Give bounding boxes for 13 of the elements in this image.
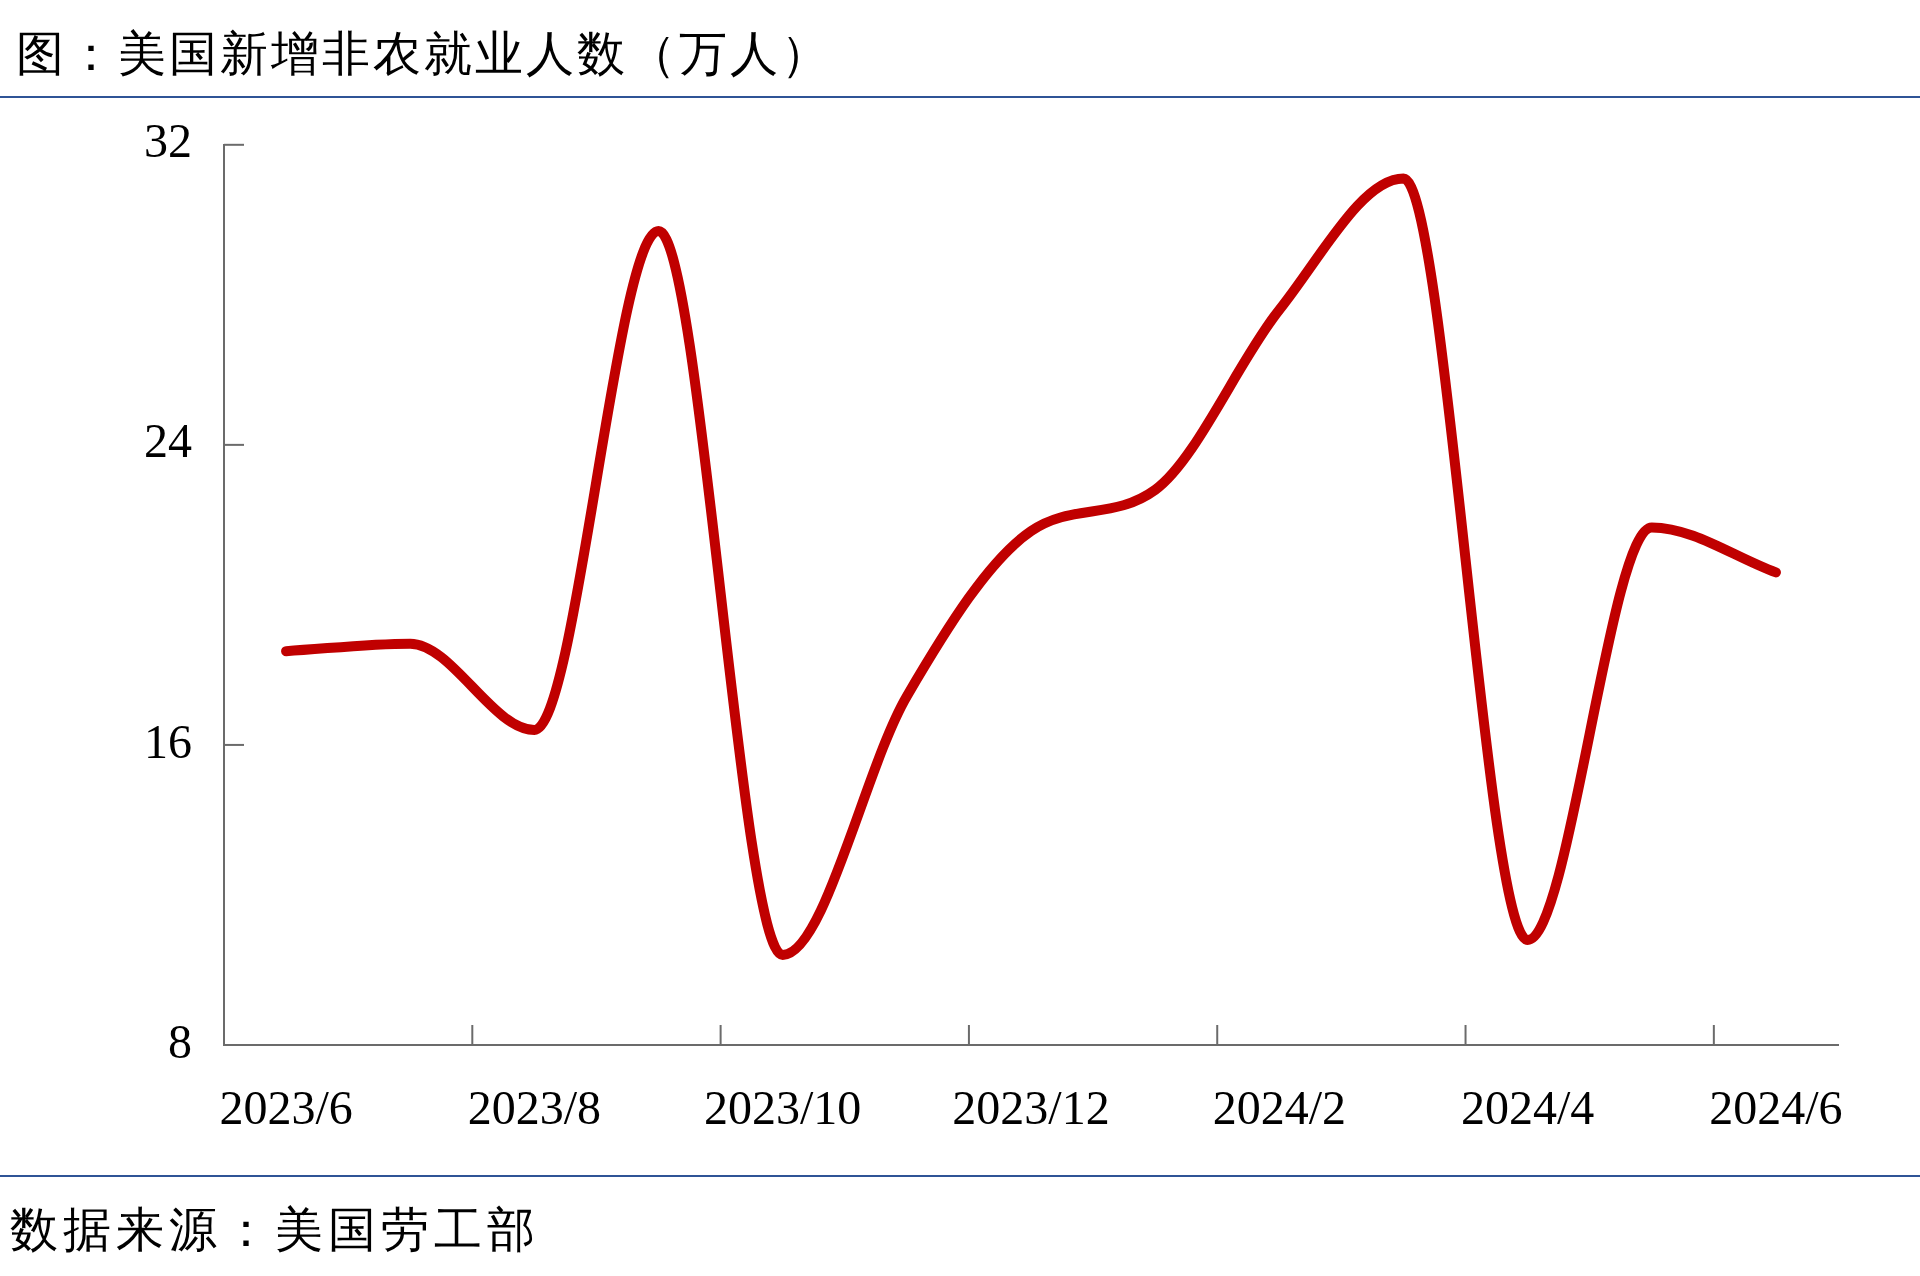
x-tick-label: 2023/10 (704, 1081, 862, 1135)
y-tick-label: 16 (144, 714, 192, 768)
x-tick-label: 2024/4 (1460, 1081, 1595, 1135)
chart-title: 图：美国新增非农就业人数（万人） (16, 26, 832, 82)
y-tick-label: 24 (144, 414, 192, 468)
x-tick-label: 2024/6 (1709, 1081, 1843, 1135)
x-tick-label: 2023/8 (467, 1081, 602, 1135)
source-note: 数据来源：美国劳工部 (10, 1202, 540, 1258)
y-tick-label: 32 (144, 114, 192, 168)
x-tick-label: 2023/6 (219, 1081, 353, 1135)
x-tick-label: 2023/12 (952, 1081, 1110, 1135)
y-tick-label: 8 (168, 1014, 192, 1068)
x-tick-label: 2024/2 (1212, 1081, 1346, 1135)
